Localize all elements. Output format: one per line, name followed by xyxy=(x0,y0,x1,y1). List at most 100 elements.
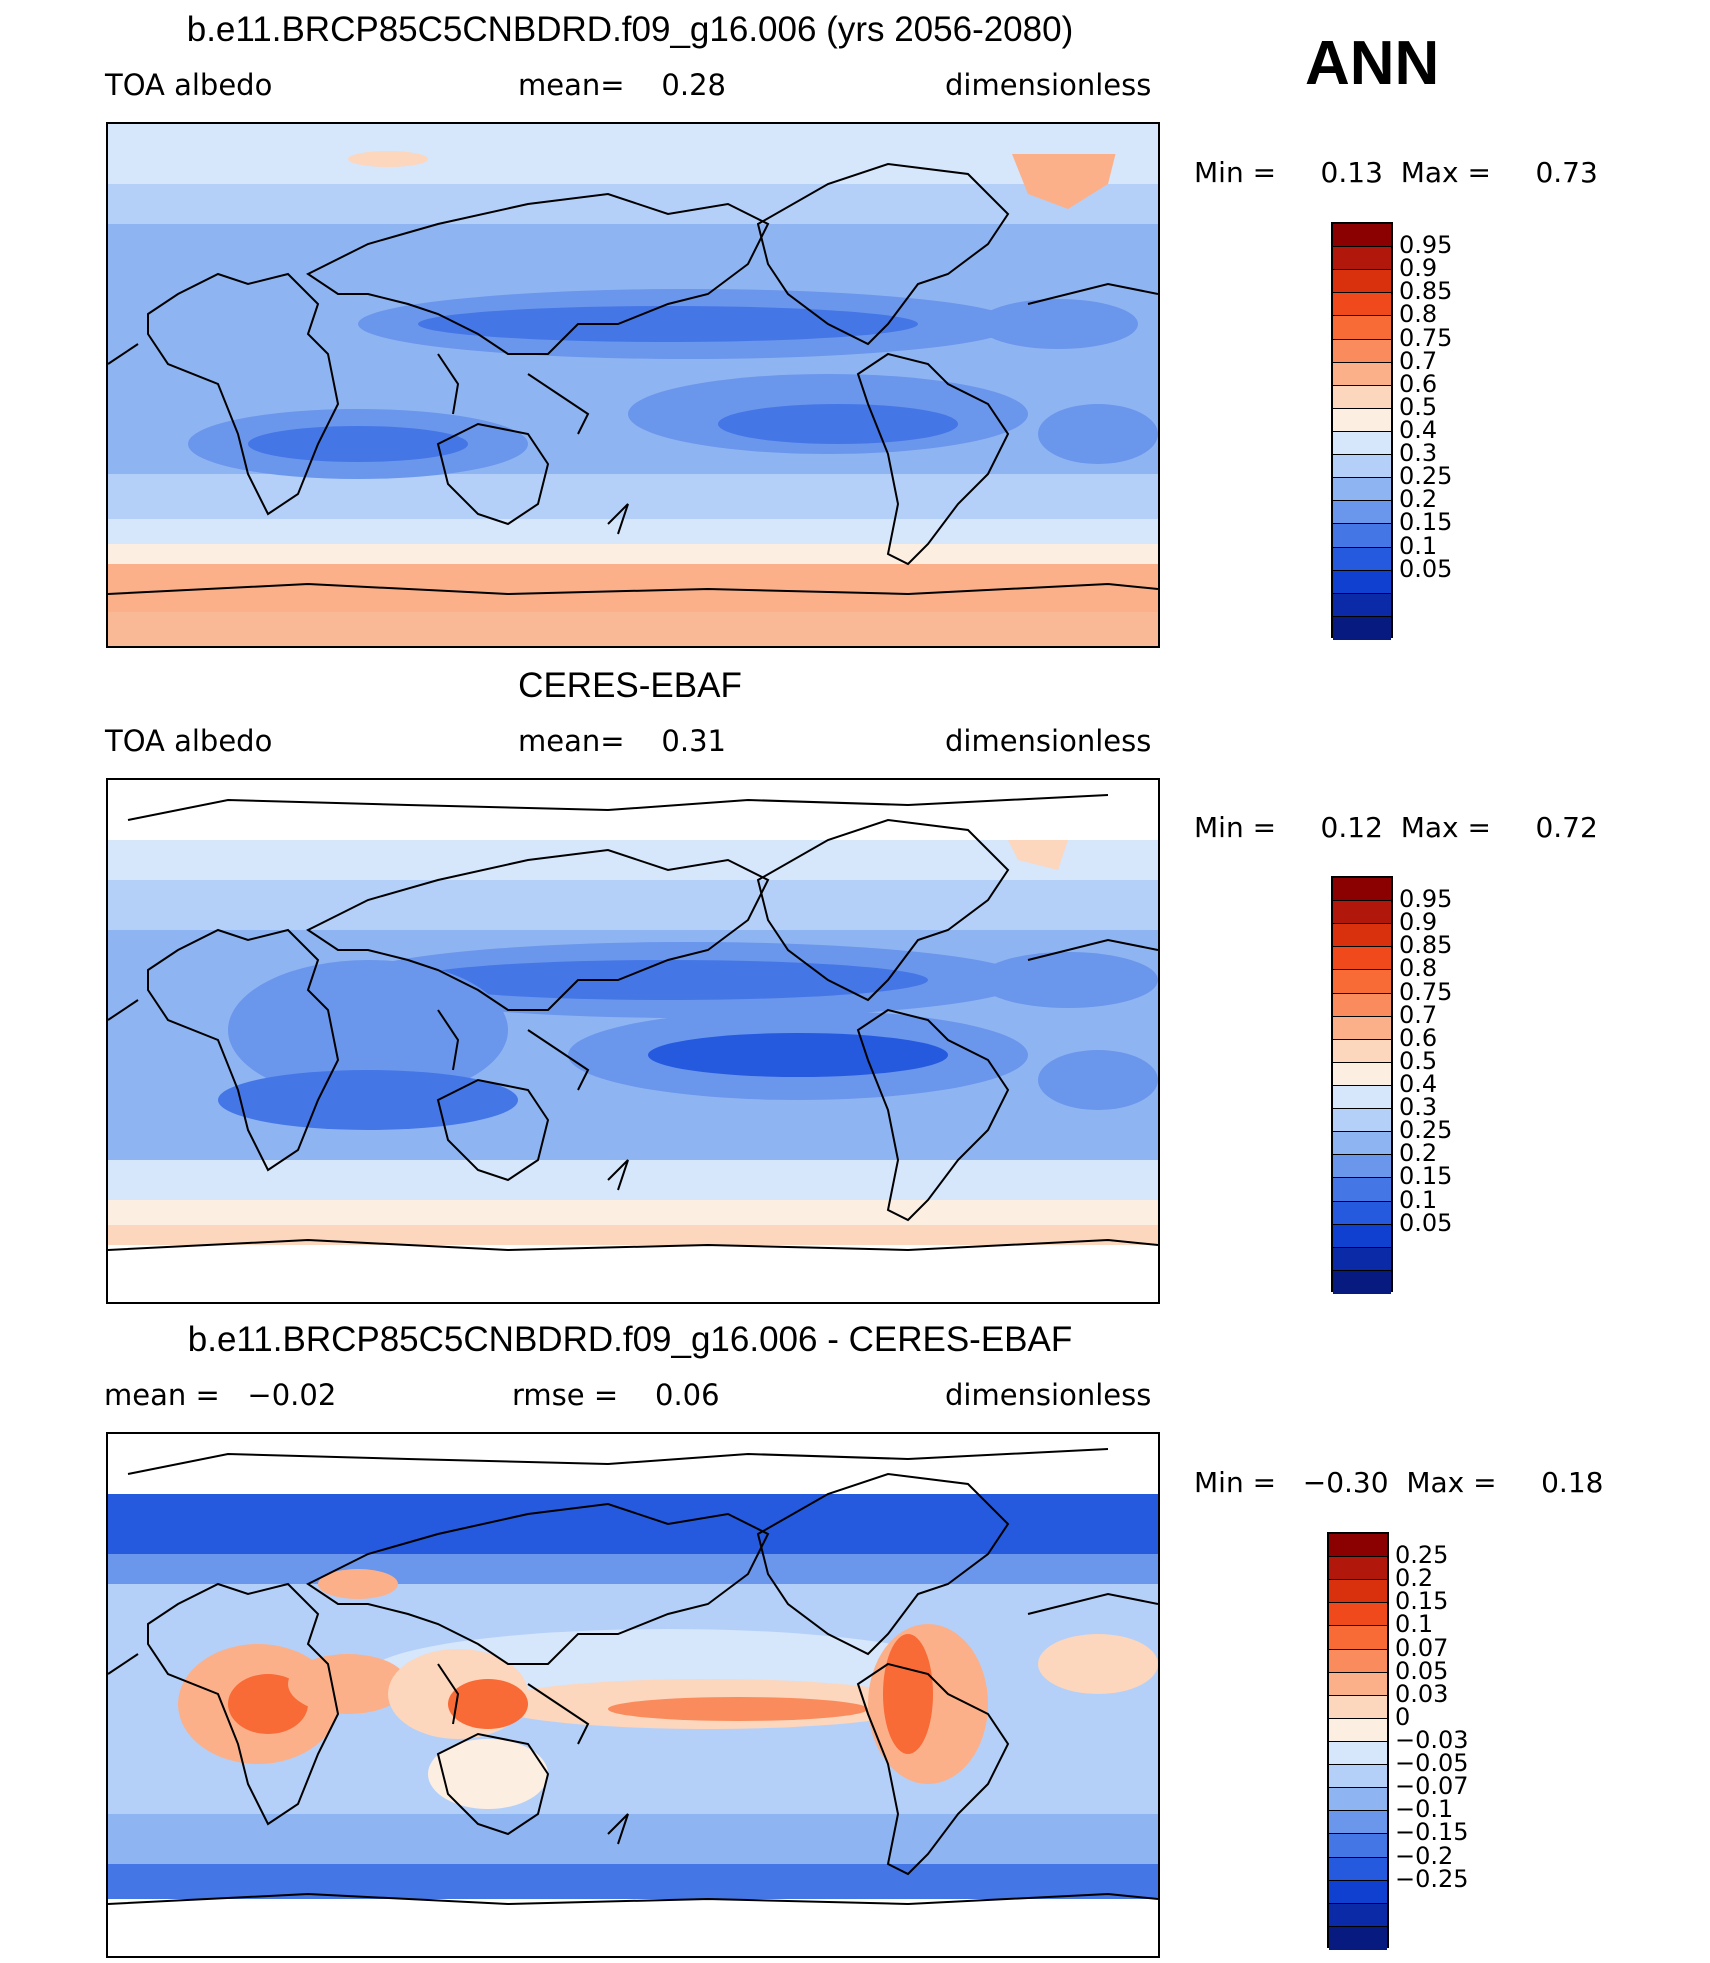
colorbar-label: 0.15 xyxy=(1399,508,1453,537)
panel-3-units-label: dimensionless xyxy=(945,1378,1152,1412)
colorbar-segment xyxy=(1329,1649,1387,1673)
colorbar-label: 0.3 xyxy=(1399,1093,1438,1122)
colorbar-segment xyxy=(1333,570,1391,594)
colorbar-segment xyxy=(1329,1626,1387,1650)
panel-2-mean-label: mean= 0.31 xyxy=(518,724,726,758)
colorbar-segment xyxy=(1333,901,1391,925)
colorbar-segment xyxy=(1333,1224,1391,1248)
colorbar-label: 0.2 xyxy=(1399,485,1438,514)
colorbar-label: 0.9 xyxy=(1399,908,1438,937)
colorbar-segment xyxy=(1333,1085,1391,1110)
colorbar-label: 0.75 xyxy=(1399,977,1453,1006)
colorbar-label: 0 xyxy=(1395,1702,1411,1731)
colorbar-segment xyxy=(1333,970,1391,994)
colorbar-segment xyxy=(1329,1672,1387,1696)
colorbar-segment xyxy=(1333,524,1391,548)
colorbar-segment xyxy=(1333,593,1391,617)
season-label: ANN xyxy=(1305,29,1440,98)
colorbar-segment xyxy=(1333,1201,1391,1225)
colorbar-segment xyxy=(1329,1603,1387,1627)
colorbar-segment xyxy=(1333,224,1391,248)
colorbar-segment xyxy=(1333,616,1391,640)
colorbar-segment xyxy=(1333,1062,1391,1086)
colorbar-label: 0.5 xyxy=(1399,392,1438,421)
panel-3-title: b.e11.BRCP85C5CNBDRD.f09_g16.006 - CERES… xyxy=(187,1320,1073,1359)
colorbar-segment xyxy=(1329,1903,1387,1927)
colorbar-segment xyxy=(1333,1178,1391,1202)
colorbar-label: 0.9 xyxy=(1399,254,1438,283)
colorbar-label: −0.15 xyxy=(1395,1818,1469,1847)
colorbar-segment xyxy=(1329,1811,1387,1835)
colorbar-segment xyxy=(1329,1926,1387,1950)
panel-2-min-max: Min = 0.12 Max = 0.72 xyxy=(1194,811,1598,844)
colorbar-label: 0.4 xyxy=(1399,1070,1438,1098)
panel-2-colorbar xyxy=(1331,876,1393,1294)
colorbar-label: 0.1 xyxy=(1399,531,1438,560)
colorbar-label: 0.05 xyxy=(1395,1656,1449,1685)
panel-3-min-max: Min = −0.30 Max = 0.18 xyxy=(1194,1466,1604,1499)
colorbar-segment xyxy=(1333,547,1391,571)
colorbar-label: 0.07 xyxy=(1395,1633,1449,1662)
colorbar-label: 0.25 xyxy=(1395,1541,1449,1570)
colorbar-label: 0.75 xyxy=(1399,323,1453,352)
colorbar-label: 0.03 xyxy=(1395,1679,1449,1708)
colorbar-label: 0.6 xyxy=(1399,1023,1438,1052)
colorbar-segment xyxy=(1333,1016,1391,1040)
colorbar-label: 0.95 xyxy=(1399,231,1453,260)
panel-2-map xyxy=(106,778,1160,1304)
colorbar-segment xyxy=(1333,385,1391,409)
panel-3-map xyxy=(106,1432,1160,1958)
colorbar-segment xyxy=(1333,339,1391,363)
panel-3-colorbar xyxy=(1327,1532,1389,1950)
colorbar-label: 0.05 xyxy=(1399,1208,1453,1237)
panel-1-variable-label: TOA albedo xyxy=(105,68,273,102)
panel-1-units-label: dimensionless xyxy=(945,68,1152,102)
colorbar-label: 0.25 xyxy=(1399,462,1453,491)
colorbar-label: 0.7 xyxy=(1399,346,1438,375)
colorbar-label: 0.2 xyxy=(1399,1139,1438,1168)
colorbar-segment xyxy=(1333,947,1391,971)
colorbar-segment xyxy=(1333,878,1391,902)
colorbar-segment xyxy=(1333,993,1391,1017)
colorbar-segment xyxy=(1333,270,1391,294)
colorbar-label: 0.8 xyxy=(1399,300,1438,329)
colorbar-segment xyxy=(1329,1695,1387,1719)
colorbar-label: 0.95 xyxy=(1399,885,1453,914)
colorbar-label: 0.85 xyxy=(1399,277,1453,306)
colorbar-label: −0.03 xyxy=(1395,1726,1469,1754)
colorbar-label: 0.7 xyxy=(1399,1000,1438,1029)
colorbar-label: 0.25 xyxy=(1399,1116,1453,1145)
colorbar-segment xyxy=(1333,1132,1391,1156)
panel-2-variable-label: TOA albedo xyxy=(105,724,273,758)
colorbar-segment xyxy=(1333,247,1391,271)
colorbar-segment xyxy=(1333,455,1391,479)
colorbar-label: 0.15 xyxy=(1399,1162,1453,1191)
colorbar-label: 0.15 xyxy=(1395,1587,1449,1616)
colorbar-segment xyxy=(1333,431,1391,456)
colorbar-label: 0.1 xyxy=(1399,1185,1438,1214)
colorbar-segment xyxy=(1329,1834,1387,1858)
colorbar-label: 0.4 xyxy=(1399,416,1438,444)
colorbar-segment xyxy=(1329,1741,1387,1766)
colorbar-label: 0.85 xyxy=(1399,931,1453,960)
colorbar-segment xyxy=(1333,408,1391,432)
colorbar-segment xyxy=(1333,1270,1391,1294)
colorbar-segment xyxy=(1333,1247,1391,1271)
colorbar-segment xyxy=(1333,924,1391,948)
colorbar-label: −0.1 xyxy=(1395,1795,1454,1824)
colorbar-segment xyxy=(1333,1155,1391,1179)
colorbar-segment xyxy=(1329,1880,1387,1904)
panel-3-mean-label: mean = −0.02 xyxy=(104,1378,337,1412)
colorbar-label: 0.05 xyxy=(1399,554,1453,583)
colorbar-segment xyxy=(1329,1557,1387,1581)
panel-1-title: b.e11.BRCP85C5CNBDRD.f09_g16.006 (yrs 20… xyxy=(186,10,1074,49)
panel-1-mean-label: mean= 0.28 xyxy=(518,68,726,102)
colorbar-label: 0.6 xyxy=(1399,369,1438,398)
panel-1-colorbar xyxy=(1331,222,1393,640)
panel-2-units-label: dimensionless xyxy=(945,724,1152,758)
colorbar-segment xyxy=(1333,1039,1391,1063)
colorbar-segment xyxy=(1329,1534,1387,1558)
colorbar-segment xyxy=(1329,1788,1387,1812)
colorbar-label: 0.2 xyxy=(1395,1564,1434,1593)
